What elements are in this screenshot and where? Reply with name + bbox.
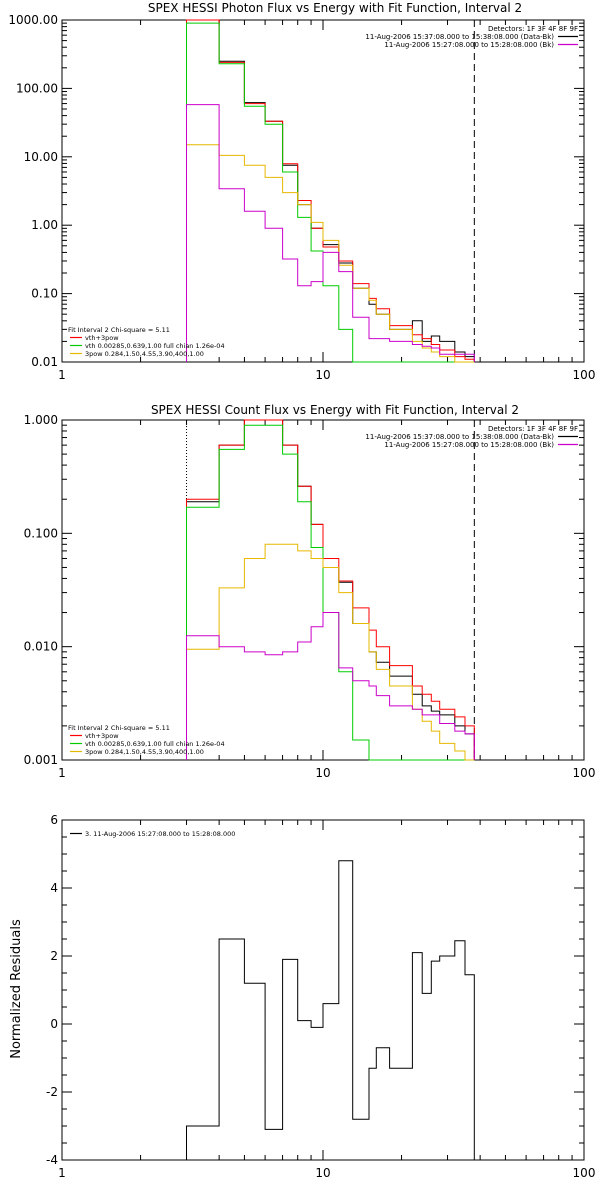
series-line-2	[186, 22, 475, 363]
legend-item-label: vth 0.00285,0.639,1.00 full chian 1.26e-…	[85, 740, 225, 748]
x-tick-label: 10	[315, 1166, 330, 1180]
x-tick-label: 100	[573, 766, 596, 780]
plot-frame	[61, 19, 585, 363]
series-line-0	[186, 19, 475, 362]
series-line-3	[186, 543, 475, 761]
legend-item-label: 3. 11-Aug-2006 15:27:08.000 to 15:28:08.…	[85, 830, 235, 838]
legend-item-label: 3pow 0.284,1.50,4.55,3.90,400,1.00	[85, 350, 204, 358]
y-tick-label: 0.10	[31, 287, 58, 301]
chart-panel-photon-flux: SPEX HESSI Photon Flux vs Energy with Fi…	[8, 1, 595, 382]
y-tick-label: 0.010	[24, 640, 58, 654]
chart-panel-residuals: Normalized Residuals 1 10 100 -4 -2 0 2 4 6 3. 11…	[9, 813, 595, 1180]
series-line-0	[186, 419, 475, 760]
y-tick-label: 6	[50, 813, 58, 827]
chart-title: SPEX HESSI Photon Flux vs Energy with Fi…	[148, 1, 522, 15]
legend-item-label: 11-Aug-2006 15:37:08.000 to 15:38:08.000…	[365, 433, 554, 441]
y-tick-label: -4	[46, 1153, 58, 1167]
y-tick-label: 1.000	[24, 413, 58, 427]
y-tick-label: 4	[50, 881, 58, 895]
chart-panel-count-flux: SPEX HESSI Count Flux vs Energy with Fit…	[24, 403, 596, 780]
series-line-3	[186, 144, 475, 363]
y-tick-label: 0.100	[24, 526, 58, 540]
y-tick-label: 1.00	[31, 218, 58, 232]
y-tick-label: 2	[50, 949, 58, 963]
y-tick-label: -2	[46, 1085, 58, 1099]
series-line-0	[186, 860, 475, 1160]
legend-header: Fit Interval 2 Chi-square = 5.11	[68, 326, 170, 334]
legend-item-label: 3pow 0.284,1.50,4.55,3.90,400,1.00	[85, 748, 204, 756]
legend-item-label: vth+3pow	[85, 334, 119, 342]
y-axis-label: Normalized Residuals	[9, 919, 24, 1059]
y-tick-label: 0.01	[31, 355, 58, 369]
plot-layer: 1 10 100 0.01 0.10 1.00 10.00 100.00 1000.00 Dete…	[8, 13, 595, 382]
plot-layer: 1 10 100 0.001 0.010 0.100 1.000 Detectors: 1F …	[24, 413, 596, 780]
y-tick-label: 100.00	[16, 81, 58, 95]
y-tick-label: 1000.00	[8, 13, 58, 27]
y-tick-label: 0.001	[24, 753, 58, 767]
plot-layer: 1 10 100 -4 -2 0 2 4 6 3. 11-Aug-2006 15:27:08.00…	[46, 813, 595, 1180]
series-line-4	[186, 104, 475, 362]
legend-header: Detectors: 1F 3F 4F 8F 9F	[488, 425, 578, 433]
chart-title: SPEX HESSI Count Flux vs Energy with Fit…	[151, 403, 519, 417]
legend-item-label: 11-Aug-2006 15:37:08.000 to 15:38:08.000…	[365, 33, 554, 41]
x-tick-label: 100	[573, 368, 596, 382]
legend-header: Detectors: 1F 3F 4F 8F 9F	[488, 25, 578, 33]
legend-item-label: 11-Aug-2006 15:27:08.000 to 15:28:08.000…	[384, 41, 554, 49]
legend-item-label: vth+3pow	[85, 732, 119, 740]
y-tick-label: 0	[50, 1017, 58, 1031]
y-tick-label: 10.00	[24, 150, 58, 164]
legend-header: Fit Interval 2 Chi-square = 5.11	[68, 724, 170, 732]
series-line-4	[186, 612, 475, 760]
plot-frame	[61, 819, 585, 1161]
x-tick-label: 1	[58, 1166, 66, 1180]
series-line-1	[186, 419, 475, 760]
x-tick-label: 10	[315, 766, 330, 780]
x-tick-label: 1	[58, 368, 66, 382]
x-tick-label: 100	[573, 1166, 596, 1180]
legend-item-label: 11-Aug-2006 15:27:08.000 to 15:28:08.000…	[384, 441, 554, 449]
x-tick-label: 10	[315, 368, 330, 382]
legend-item-label: vth 0.00285,0.639,1.00 full chian 1.26e-…	[85, 342, 225, 350]
series-line-1	[186, 19, 475, 362]
x-tick-label: 1	[58, 766, 66, 780]
